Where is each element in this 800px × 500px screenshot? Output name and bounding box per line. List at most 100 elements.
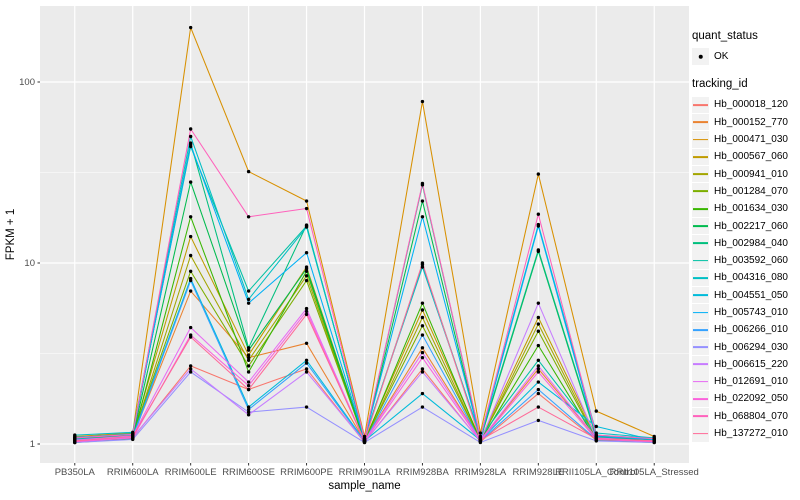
data-point xyxy=(188,367,193,371)
data-point xyxy=(246,364,251,368)
legend-tracking-items: Hb_000018_120 Hb_000152_770 Hb_000471_030 H… xyxy=(692,96,788,442)
data-point xyxy=(246,301,251,305)
legend-key-box xyxy=(692,425,709,442)
legend-label: Hb_003592_060 xyxy=(714,255,788,267)
data-point xyxy=(536,343,541,348)
legend-line-swatch xyxy=(693,121,708,124)
data-point xyxy=(188,289,193,293)
data-point xyxy=(536,391,541,396)
legend-line-swatch xyxy=(693,259,708,262)
data-point xyxy=(420,391,425,396)
data-point xyxy=(420,301,425,305)
data-point xyxy=(420,181,425,186)
data-point xyxy=(420,333,425,337)
data-point xyxy=(304,367,309,371)
x-tick-label: RRIM600SE xyxy=(222,467,275,478)
data-point xyxy=(188,325,193,330)
data-point xyxy=(420,199,425,203)
x-tick-label: RRIM928LE xyxy=(512,467,564,478)
legend-line-swatch xyxy=(693,104,708,106)
data-point xyxy=(536,301,541,305)
data-point xyxy=(304,267,309,271)
legend-label: Hb_002984_040 xyxy=(714,237,788,249)
data-point xyxy=(246,370,251,374)
legend-key-box xyxy=(692,148,709,166)
data-point xyxy=(304,251,309,255)
legend-key-box xyxy=(692,217,709,235)
data-point xyxy=(362,439,367,443)
data-point xyxy=(188,269,193,273)
data-point xyxy=(420,350,425,355)
legend-item-Hb_012691_010: Hb_012691_010 xyxy=(692,373,788,390)
legend-line-swatch xyxy=(693,207,708,210)
legend-line-swatch xyxy=(693,190,708,193)
legend-line-swatch xyxy=(693,277,708,279)
data-point xyxy=(188,335,193,339)
data-point xyxy=(420,265,425,269)
data-point xyxy=(304,206,309,211)
data-point xyxy=(304,278,309,283)
data-point xyxy=(536,405,541,409)
legend-key-box xyxy=(692,165,709,183)
data-point xyxy=(478,431,483,435)
data-point xyxy=(246,358,251,363)
y-tick-label: 100 xyxy=(19,77,35,88)
legend-key-box xyxy=(692,48,709,65)
legend: quant_status OK tracking_id Hb_000018_12… xyxy=(692,30,788,442)
legend-line-swatch xyxy=(693,242,708,245)
data-point xyxy=(188,134,193,139)
legend-label: Hb_137272_010 xyxy=(714,428,788,440)
data-point xyxy=(536,322,541,326)
legend-label: Hb_022092_050 xyxy=(714,393,788,405)
x-tick-label: RRIM928LA xyxy=(455,467,507,478)
x-tick-label: RRII105LA_Control xyxy=(555,467,637,478)
legend-key-box xyxy=(692,113,709,131)
data-point xyxy=(304,274,309,278)
legend-item-Hb_004316_080: Hb_004316_080 xyxy=(692,269,788,287)
data-point xyxy=(478,435,483,439)
data-point xyxy=(188,370,193,374)
data-point xyxy=(420,315,425,320)
data-point xyxy=(246,348,251,352)
data-point xyxy=(188,234,193,239)
data-point xyxy=(131,434,135,439)
legend-line-swatch xyxy=(693,380,708,383)
legend-item-Hb_001634_030: Hb_001634_030 xyxy=(692,200,788,217)
legend-line-swatch xyxy=(693,138,708,141)
data-point xyxy=(594,409,598,413)
data-point xyxy=(420,405,425,409)
legend-line-swatch xyxy=(693,173,708,176)
legend-key-box xyxy=(692,408,709,425)
legend-label: Hb_002217_060 xyxy=(714,220,788,232)
data-point xyxy=(536,315,541,320)
data-point xyxy=(73,439,77,443)
x-tick-label: RRIM600LA xyxy=(107,467,159,478)
legend-key-box xyxy=(692,252,709,269)
legend-item-Hb_002984_040: Hb_002984_040 xyxy=(692,235,788,252)
data-point xyxy=(246,355,251,360)
data-point xyxy=(188,180,193,184)
data-point xyxy=(188,364,193,368)
legend-label: Hb_000941_010 xyxy=(714,168,788,180)
x-tick-label: RRIM901LA xyxy=(339,467,391,478)
legend-item-Hb_004551_050: Hb_004551_050 xyxy=(692,286,788,304)
y-axis-title: FPKM + 1 xyxy=(5,209,17,260)
data-point xyxy=(536,358,541,363)
x-tick-label: PB350LA xyxy=(55,467,96,478)
data-point xyxy=(536,212,541,216)
legend-item-Hb_005743_010: Hb_005743_010 xyxy=(692,304,788,321)
legend-item-Hb_006615_220: Hb_006615_220 xyxy=(692,356,788,373)
data-point xyxy=(536,248,541,252)
legend-line-swatch xyxy=(693,328,708,331)
legend-line-swatch xyxy=(693,155,708,158)
point-symbol-icon xyxy=(698,54,703,59)
data-point xyxy=(536,172,541,176)
legend-label: Hb_000471_030 xyxy=(714,134,788,146)
data-point xyxy=(304,361,309,365)
data-point xyxy=(188,143,193,147)
data-point xyxy=(304,358,309,363)
x-tick-label: RRIM600PE xyxy=(280,467,333,478)
data-point xyxy=(246,405,251,409)
legend-key-box xyxy=(692,131,709,148)
